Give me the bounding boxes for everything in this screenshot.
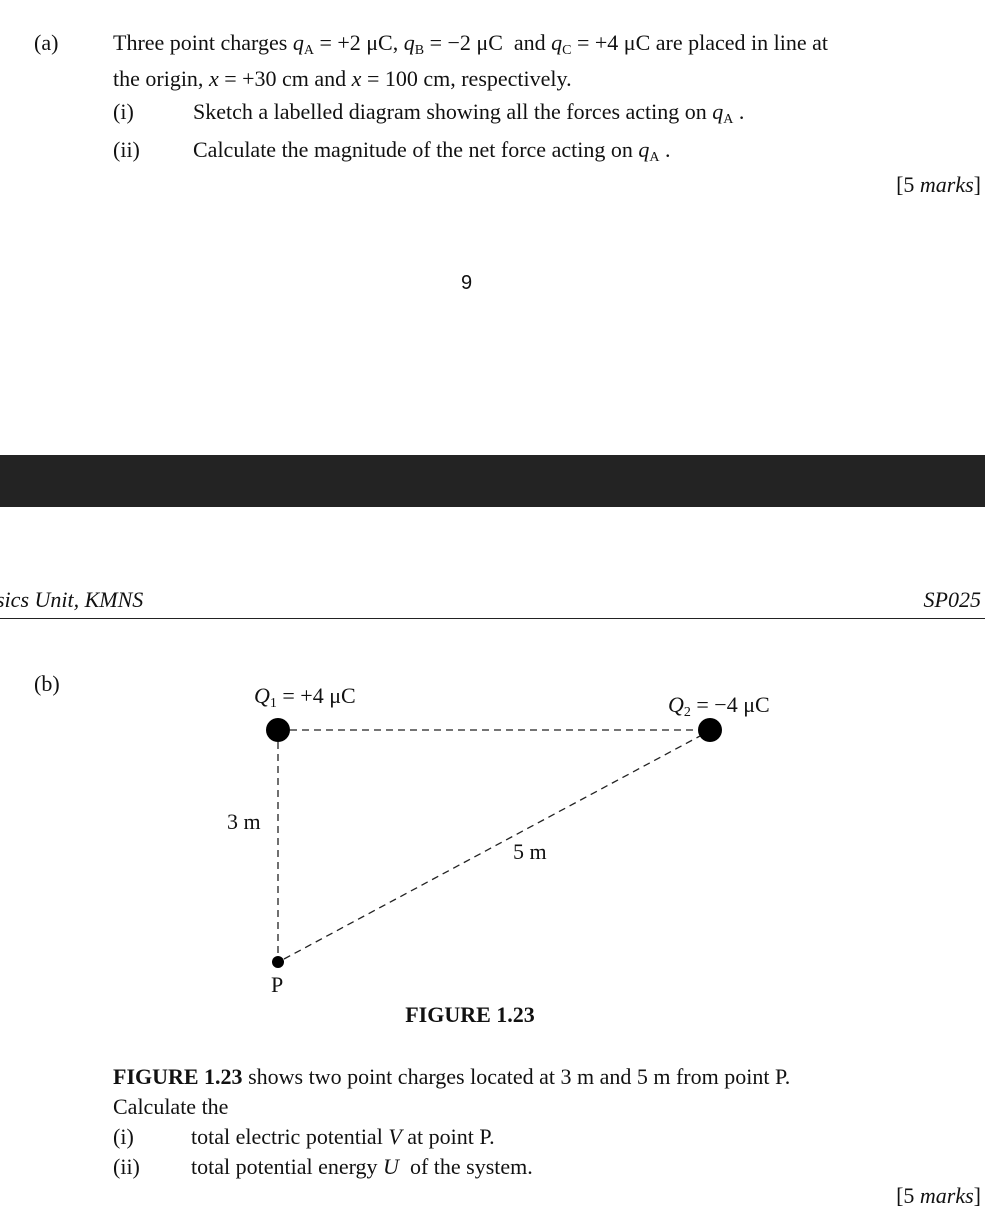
item-text: total potential energy U of the system. xyxy=(191,1154,533,1180)
point-label: P xyxy=(271,972,283,997)
dashed-line xyxy=(283,735,701,960)
text: = 100 cm, respectively. xyxy=(361,66,572,91)
header-right: SP025 xyxy=(923,587,981,612)
text: Calculate the magnitude of the net force… xyxy=(193,137,639,162)
part-label: (a) xyxy=(34,30,59,55)
text: ] xyxy=(973,172,981,197)
symbol: V xyxy=(388,1124,402,1149)
subscript: A xyxy=(649,150,660,165)
text: [5 xyxy=(896,1183,920,1208)
text: Three point charges xyxy=(113,30,293,55)
point-p xyxy=(272,956,284,968)
text: [5 xyxy=(896,172,920,197)
text: of the system. xyxy=(398,1154,533,1179)
paragraph: FIGURE 1.23 shows two point charges loca… xyxy=(113,1064,790,1090)
item-label: (i) xyxy=(113,1124,134,1149)
symbol: q xyxy=(551,30,563,55)
symbol: q xyxy=(292,30,304,55)
paragraph: Calculate the xyxy=(113,1094,229,1119)
text: at point P. xyxy=(401,1124,495,1149)
charge-q2 xyxy=(698,718,722,742)
symbol: q xyxy=(403,30,415,55)
text: = +2 μC, xyxy=(313,30,404,55)
symbol: x xyxy=(351,66,362,91)
text: . xyxy=(659,137,671,162)
symbol: q xyxy=(638,137,650,162)
symbol: q xyxy=(712,99,724,124)
text: the origin, xyxy=(113,66,209,91)
question-line: Three point charges qA = +2 μC, qB = −2 … xyxy=(113,30,829,58)
symbol: Q xyxy=(254,683,270,708)
subscript: 1 xyxy=(270,696,277,711)
text: total potential energy xyxy=(191,1154,384,1179)
subscript: B xyxy=(414,43,425,58)
text: = +4 μC xyxy=(277,683,356,708)
q2-label: Q2 = −4 μC xyxy=(668,692,770,720)
subscript: A xyxy=(303,43,314,58)
text: total electric potential xyxy=(191,1124,389,1149)
marks: [5 marks] xyxy=(896,1183,981,1208)
subscript: C xyxy=(562,43,572,58)
text: = +30 cm and xyxy=(218,66,352,91)
dark-band xyxy=(0,455,985,507)
marks: [5 marks] xyxy=(896,172,981,198)
figure-ref: FIGURE 1.23 xyxy=(113,1064,243,1089)
item-label: (ii) xyxy=(113,1154,140,1179)
text: . xyxy=(733,99,745,124)
item-text: Calculate the magnitude of the net force… xyxy=(193,137,671,165)
symbol: U xyxy=(383,1154,399,1179)
item-label: (i) xyxy=(113,99,134,124)
q1-label: Q1 = +4 μC xyxy=(254,683,356,711)
subscript: A xyxy=(723,112,734,127)
figure-caption: FIGURE 1.23 xyxy=(405,1002,535,1027)
side-label: 5 m xyxy=(513,839,547,864)
question-line: the origin, x = +30 cm and x = 100 cm, r… xyxy=(113,66,572,92)
item-text: total electric potential V at point P. xyxy=(191,1124,495,1150)
text: = −2 μC and xyxy=(424,30,552,55)
text: shows two point charges located at 3 m a… xyxy=(242,1064,791,1089)
page-number: 9 xyxy=(461,272,473,294)
side-label: 3 m xyxy=(227,809,261,834)
text: Sketch a labelled diagram showing all th… xyxy=(193,99,713,124)
symbol: x xyxy=(208,66,219,91)
text: ] xyxy=(973,1183,981,1208)
text: = +4 μC are placed in line at xyxy=(571,30,829,55)
subscript: 2 xyxy=(684,705,691,720)
item-text: Sketch a labelled diagram showing all th… xyxy=(193,99,745,127)
item-label: (ii) xyxy=(113,137,140,162)
text: marks xyxy=(919,1183,974,1208)
header-rule xyxy=(0,618,985,619)
part-label: (b) xyxy=(34,671,60,696)
header-left: sics Unit, KMNS xyxy=(0,587,144,612)
text: marks xyxy=(919,172,974,197)
charge-q1 xyxy=(266,718,290,742)
text: = −4 μC xyxy=(691,692,770,717)
symbol: Q xyxy=(668,692,684,717)
